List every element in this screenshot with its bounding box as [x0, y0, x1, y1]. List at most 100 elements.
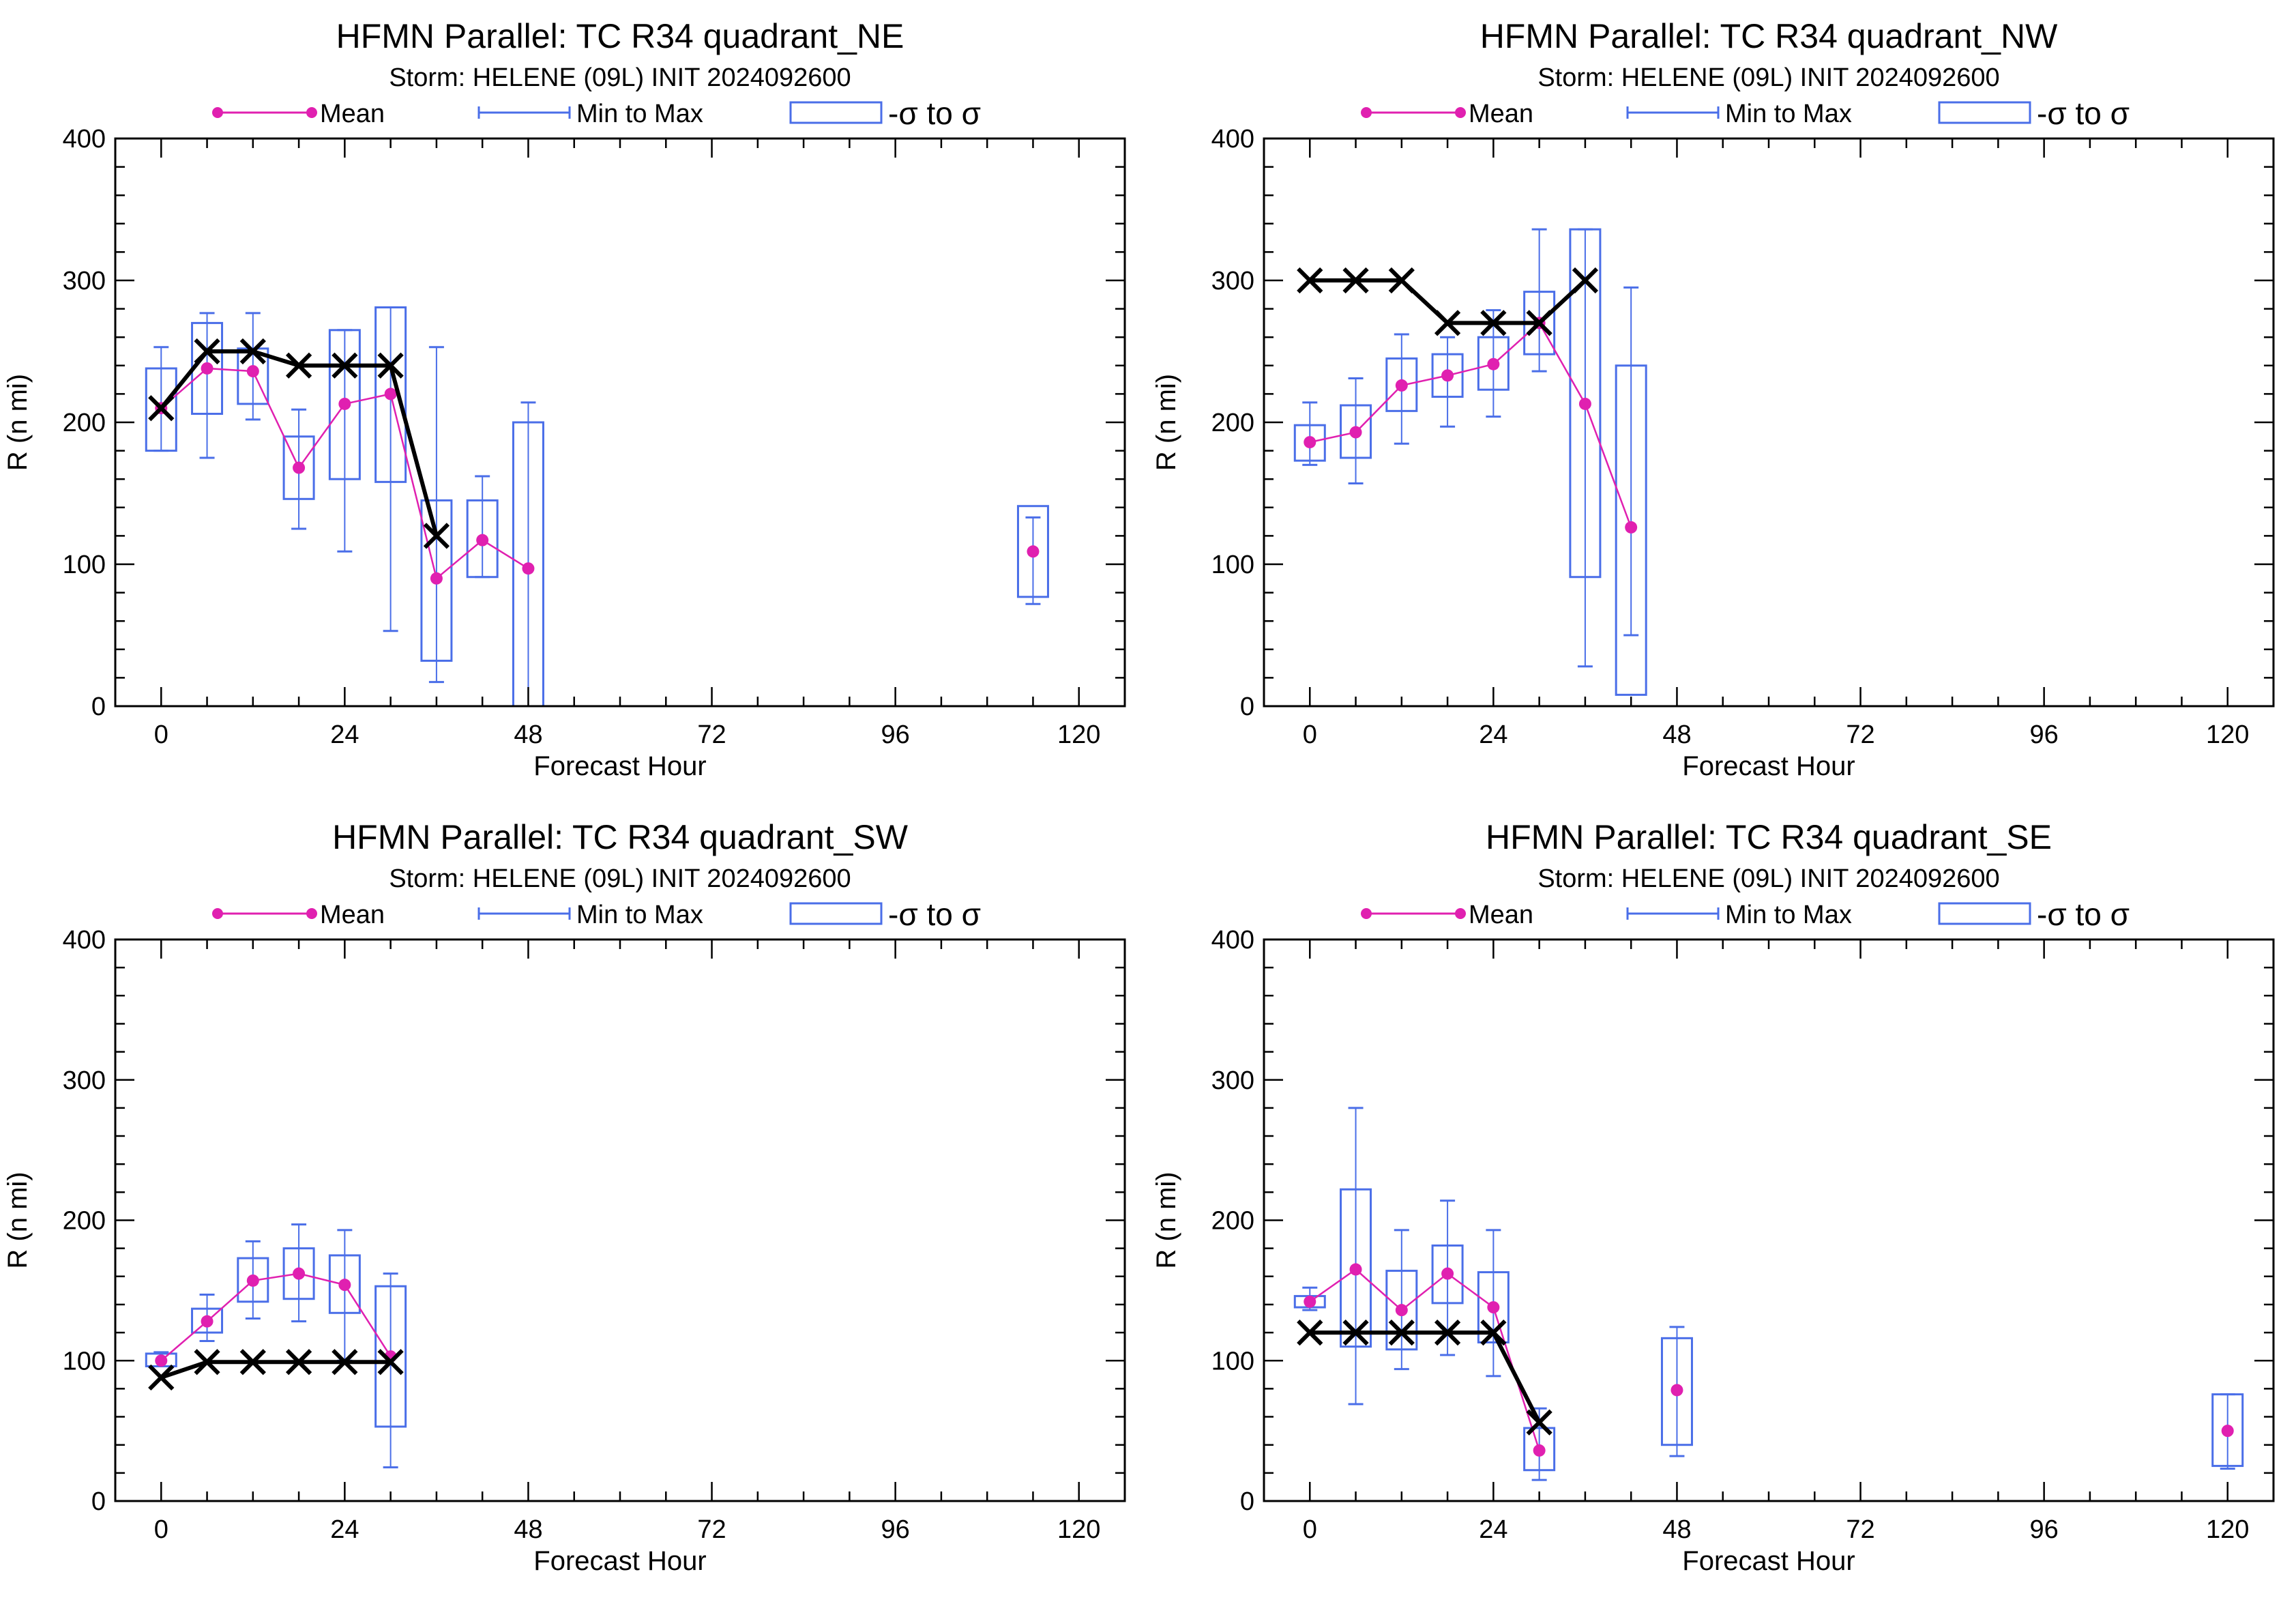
sigma-box: [1340, 404, 1372, 459]
chart-subtitle: Storm: HELENE (09L) INIT 2024092600: [1537, 864, 1999, 893]
box-whisker: [1615, 286, 1647, 696]
y-tick-label: 300: [1211, 1066, 1254, 1095]
legend-mean-marker: [306, 107, 317, 118]
y-tick-label: 300: [63, 1066, 106, 1095]
box-whisker: [374, 306, 407, 632]
legend-mean-marker: [1361, 908, 1372, 919]
y-axis-label: R (n mi): [3, 1171, 33, 1268]
legend-sigma-label: -σ to σ: [2037, 897, 2130, 932]
y-tick-label: 400: [1211, 926, 1254, 955]
box-whisker: [328, 1229, 361, 1362]
x-tick-label: 72: [1846, 720, 1874, 749]
y-axis-label: R (n mi): [1151, 374, 1181, 471]
y-tick-label: 0: [1240, 1487, 1254, 1516]
x-tick-label: 120: [2206, 720, 2249, 749]
plot-area: [1293, 1107, 2244, 1481]
best-track-marker: [1572, 267, 1599, 294]
box-whisker: [374, 1272, 407, 1469]
best-track-marker: [1526, 310, 1552, 336]
x-tick-label: 0: [1303, 720, 1317, 749]
mean-point: [201, 1315, 214, 1328]
axis-ticks: [1263, 938, 2275, 1502]
plot-area: [145, 306, 1049, 706]
x-tick-label: 24: [330, 1515, 359, 1544]
chart-title: HFMN Parallel: TC R34 quadrant_NW: [1480, 17, 2058, 55]
axis-ticks: [114, 938, 1126, 1502]
best-track-marker: [1434, 1319, 1461, 1346]
sigma-box: [466, 499, 499, 579]
x-tick-label: 72: [1846, 1515, 1874, 1544]
y-tick-label: 0: [91, 693, 106, 721]
best-track-marker: [239, 338, 266, 365]
mean-line: [160, 1272, 392, 1362]
best-track-marker: [1480, 310, 1507, 336]
best-track-marker: [1342, 1319, 1369, 1346]
legend-range-marker: [1626, 907, 1720, 920]
chart-title: HFMN Parallel: TC R34 quadrant_SE: [1486, 818, 2052, 856]
x-axis-label: Forecast Hour: [1682, 1546, 1855, 1576]
box-whisker: [145, 346, 177, 452]
best-track-marker: [239, 1349, 266, 1375]
legend-sigma-marker: [789, 902, 883, 925]
chart-panel: HFMN Parallel: TC R34 quadrant_NW Storm: …: [1151, 17, 2275, 781]
mean-point: [1395, 1304, 1408, 1317]
y-tick-label: 400: [63, 926, 106, 955]
best-track-marker: [377, 352, 404, 379]
sigma-box: [145, 367, 177, 452]
chart-subtitle: Storm: HELENE (09L) INIT 2024092600: [389, 864, 851, 893]
mean-point: [1349, 426, 1362, 439]
mean-point: [1304, 1295, 1316, 1308]
mean-point: [246, 365, 259, 378]
mean-point: [1625, 521, 1638, 534]
y-tick-label: 300: [1211, 267, 1254, 295]
mean-point: [1441, 1267, 1454, 1280]
sigma-box: [1615, 364, 1647, 696]
mean-point: [1395, 379, 1408, 392]
sigma-box: [1477, 1271, 1510, 1344]
sigma-box: [328, 1254, 361, 1314]
chart-subtitle: Storm: HELENE (09L) INIT 2024092600: [389, 63, 851, 92]
sigma-box: [1340, 1188, 1372, 1348]
mean-point: [1533, 1444, 1546, 1457]
x-tick-label: 96: [881, 1515, 909, 1544]
x-tick-label: 0: [154, 720, 168, 749]
best-track-marker: [194, 1349, 220, 1375]
y-tick-label: 400: [63, 125, 106, 154]
mean-point: [2221, 1425, 2234, 1438]
chart-panel: HFMN Parallel: TC R34 quadrant_SE Storm: …: [1151, 818, 2275, 1576]
axis-ticks: [114, 137, 1126, 708]
box-whisker: [466, 475, 499, 579]
legend-mean-marker: [1455, 908, 1466, 919]
best-track-marker: [1434, 310, 1461, 336]
legend-range-label: Min to Max: [576, 901, 703, 929]
x-tick-label: 24: [1479, 1515, 1507, 1544]
legend-mean-marker: [1455, 107, 1466, 118]
mean-point: [1304, 436, 1316, 449]
mean-point: [1578, 397, 1591, 410]
box-whisker: [420, 346, 453, 684]
box-whisker: [191, 312, 224, 459]
x-tick-label: 48: [514, 1515, 542, 1544]
legend-range-marker: [477, 106, 571, 119]
sigma-box: [1385, 357, 1418, 412]
best-track-line: [160, 1360, 391, 1380]
legend-range-label: Min to Max: [576, 100, 703, 128]
legend-range-marker: [1626, 106, 1720, 119]
best-track-marker: [194, 338, 220, 365]
best-track-marker: [1297, 1319, 1323, 1346]
box-whisker: [1385, 1229, 1418, 1371]
legend-mean-marker: [212, 107, 223, 118]
y-tick-label: 0: [1240, 693, 1254, 721]
x-axis-label: Forecast Hour: [533, 1546, 706, 1576]
mean-point: [1027, 545, 1040, 558]
x-tick-label: 48: [1662, 1515, 1691, 1544]
x-tick-label: 120: [1057, 720, 1100, 749]
mean-point: [522, 562, 535, 575]
x-tick-label: 96: [2029, 720, 2058, 749]
legend-range-label: Min to Max: [1725, 100, 1852, 128]
mean-point: [1671, 1384, 1683, 1397]
legend-mean-label: Mean: [1469, 100, 1533, 128]
mean-point: [1487, 1301, 1500, 1314]
mean-point: [384, 388, 397, 400]
mean-line: [1309, 1268, 1540, 1451]
